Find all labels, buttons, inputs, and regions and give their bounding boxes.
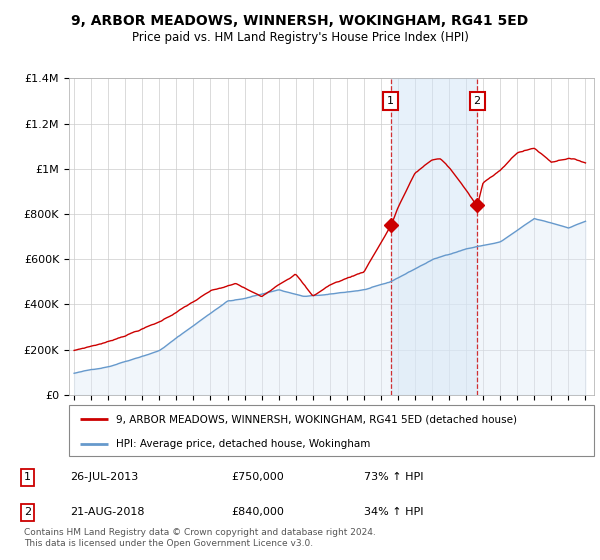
Text: 9, ARBOR MEADOWS, WINNERSH, WOKINGHAM, RG41 5ED: 9, ARBOR MEADOWS, WINNERSH, WOKINGHAM, R… [71, 14, 529, 28]
Text: Price paid vs. HM Land Registry's House Price Index (HPI): Price paid vs. HM Land Registry's House … [131, 31, 469, 44]
Text: Contains HM Land Registry data © Crown copyright and database right 2024.
This d: Contains HM Land Registry data © Crown c… [24, 528, 376, 548]
Text: £840,000: £840,000 [231, 507, 284, 517]
Text: 2: 2 [24, 507, 31, 517]
Text: 26-JUL-2013: 26-JUL-2013 [70, 473, 138, 482]
FancyBboxPatch shape [69, 405, 594, 456]
Text: 73% ↑ HPI: 73% ↑ HPI [364, 473, 423, 482]
Text: 2: 2 [473, 96, 481, 106]
Text: 9, ARBOR MEADOWS, WINNERSH, WOKINGHAM, RG41 5ED (detached house): 9, ARBOR MEADOWS, WINNERSH, WOKINGHAM, R… [116, 414, 517, 424]
Text: 1: 1 [24, 473, 31, 482]
Text: 21-AUG-2018: 21-AUG-2018 [70, 507, 145, 517]
Text: £750,000: £750,000 [231, 473, 284, 482]
Text: 1: 1 [387, 96, 394, 106]
Text: 34% ↑ HPI: 34% ↑ HPI [364, 507, 423, 517]
Bar [391, 78, 477, 395]
Text: HPI: Average price, detached house, Wokingham: HPI: Average price, detached house, Woki… [116, 438, 371, 449]
